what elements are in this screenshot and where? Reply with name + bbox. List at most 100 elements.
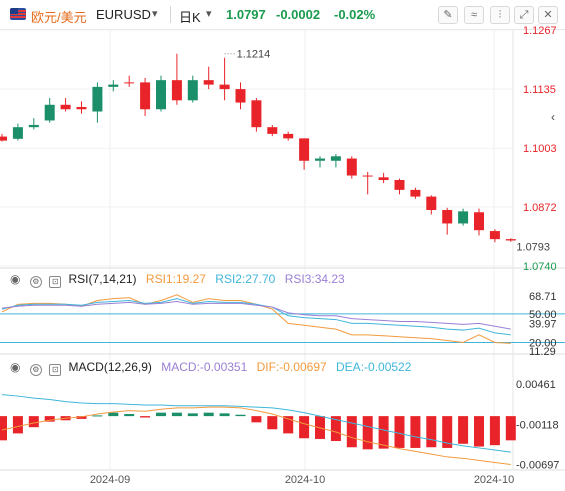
candle-body	[410, 189, 421, 197]
last-price: 1.0797	[226, 7, 266, 22]
chevron-down-icon[interactable]: ▾	[152, 8, 158, 20]
timeframe-select[interactable]: 日K	[179, 10, 201, 25]
price-axis-label: 1.1003	[523, 143, 557, 155]
macd-header: ◉ ⚙ ⊡ MACD(12,26,9) MACD:-0.00351 DIF:-0…	[10, 360, 411, 376]
candle-body	[156, 80, 166, 110]
date-axis-label: 2024-10	[474, 474, 514, 486]
price-change-pct: -0.02%	[334, 7, 376, 22]
rsi2-value: RSI2:27.70	[215, 272, 276, 286]
rsi1-value: RSI1:19.27	[145, 272, 206, 286]
eye-icon[interactable]: ◉	[10, 360, 21, 374]
settings-icon[interactable]: ⚙	[29, 276, 42, 288]
macd-line-dea	[1, 394, 511, 453]
candle-body	[187, 80, 198, 101]
eye-icon[interactable]: ◉	[10, 272, 21, 286]
candle-body	[299, 138, 310, 161]
candle-body	[92, 86, 103, 112]
macd-axis-label: -0.00697	[516, 459, 559, 471]
macd-histogram-bar	[76, 416, 87, 419]
macd-histogram-bar	[28, 416, 39, 428]
macd-histogram-bar	[251, 416, 262, 423]
candle-body	[474, 212, 484, 231]
chevron-down-icon[interactable]: ▾	[206, 8, 212, 20]
toolbar: 欧元/美元 EURUSD ▾ 日K ▾ 1.0797 -0.0002 -0.02…	[0, 0, 565, 30]
candle-body	[12, 127, 23, 139]
candle-body	[251, 100, 262, 128]
macd-label: MACD(12,26,9)	[68, 360, 152, 374]
macd-histogram-bar	[44, 416, 55, 422]
chevron-left-icon[interactable]: ‹	[551, 110, 555, 124]
macd-histogram-bar	[299, 416, 310, 439]
draw-tool-icon[interactable]: ✎	[438, 6, 458, 24]
macd-histogram-bar	[458, 416, 469, 444]
symbol-code[interactable]: EURUSD	[96, 7, 151, 22]
candle-body	[505, 239, 516, 241]
candle-body	[442, 210, 453, 224]
rsi-line-rsi3	[1, 300, 511, 330]
macd-histogram-bar	[378, 416, 389, 449]
rsi-axis-label: 68.71	[529, 291, 557, 303]
macd-histogram-bar	[474, 416, 484, 447]
toolbar-divider	[170, 6, 171, 23]
macd-histogram-bar	[505, 416, 516, 441]
macd-histogram-bar	[362, 416, 373, 450]
rsi-label: RSI(7,14,21)	[68, 272, 137, 286]
candle-body	[108, 84, 119, 87]
candle-body	[362, 175, 373, 177]
candle-body	[489, 231, 500, 240]
macd-axis-label: 0.00461	[516, 379, 556, 391]
rsi-axis-label: 11.29	[529, 346, 556, 358]
macd-histogram-bar	[410, 416, 421, 448]
macd-histogram-bar	[235, 414, 246, 417]
high-annotation: 1.1214	[237, 49, 271, 61]
macd-histogram-bar	[156, 412, 166, 417]
close-icon[interactable]: ✕	[538, 6, 558, 24]
macd-histogram-bar	[330, 416, 341, 442]
macd-histogram-bar	[489, 416, 500, 446]
checkbox-icon[interactable]: ⊡	[49, 364, 62, 376]
checkbox-icon[interactable]: ⊡	[49, 276, 62, 288]
indicator-icon[interactable]: ≈	[464, 6, 484, 24]
candle-body	[140, 82, 151, 110]
candle-body	[378, 177, 389, 181]
rsi-line-rsi2	[1, 298, 511, 336]
price-axis-label: 1.0872	[523, 202, 557, 214]
macd-histogram-bar	[0, 416, 7, 441]
macd-histogram-bar	[283, 416, 294, 434]
macd-histogram-bar	[108, 412, 119, 417]
candle-body	[171, 80, 182, 101]
candle-body	[330, 156, 341, 161]
price-change: -0.0002	[276, 7, 321, 22]
candle-body	[76, 107, 87, 110]
candle-body	[44, 104, 55, 121]
macd-line-dif	[1, 406, 511, 466]
pair-name[interactable]: 欧元/美元	[31, 10, 87, 25]
macd-histogram-bar	[219, 413, 230, 417]
macd-histogram-bar	[267, 416, 278, 430]
candle-body	[235, 89, 246, 103]
macd-histogram-bar	[124, 414, 135, 417]
macd-histogram-bar	[426, 416, 437, 448]
date-axis-label: 2024-09	[90, 474, 130, 486]
candle-body	[394, 180, 405, 190]
price-axis-label: 1.1267	[523, 25, 557, 37]
candle-body	[60, 104, 71, 110]
candle-body	[315, 158, 325, 161]
macd-value: MACD:-0.00351	[161, 360, 248, 374]
macd-histogram-bar	[346, 416, 357, 448]
candle-type-icon[interactable]: ⫶	[490, 6, 510, 24]
candle-body	[0, 136, 7, 141]
dif-value: DIF:-0.00697	[256, 360, 327, 374]
macd-histogram-bar	[442, 416, 453, 448]
low-annotation: 1.0793	[516, 241, 550, 253]
candle-body	[124, 82, 135, 84]
price-axis-label: 1.1135	[523, 84, 556, 96]
dea-value: DEA:-0.00522	[336, 360, 412, 374]
macd-histogram-bar	[394, 416, 405, 448]
rsi-header: ◉ ⚙ ⊡ RSI(7,14,21) RSI1:19.27 RSI2:27.70…	[10, 272, 345, 288]
fullscreen-icon[interactable]: ⤢	[514, 6, 534, 24]
date-axis-label: 2024-10	[285, 474, 325, 486]
settings-icon[interactable]: ⚙	[29, 364, 42, 376]
eu-us-flag-icon	[10, 8, 26, 20]
